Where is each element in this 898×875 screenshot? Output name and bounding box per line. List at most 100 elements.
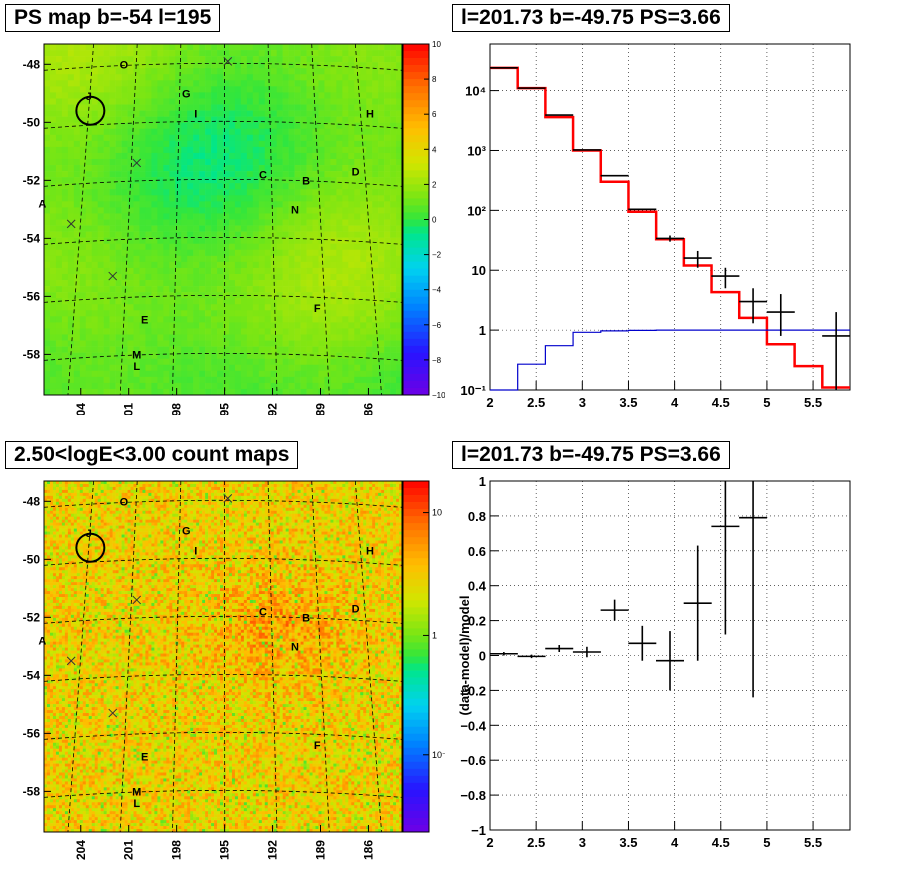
map-pixel — [360, 213, 367, 220]
map-pixel — [360, 68, 367, 75]
map-pixel — [300, 346, 307, 353]
map-pixel — [288, 56, 295, 63]
map-pixel — [234, 165, 242, 172]
map-pixel — [103, 310, 110, 317]
map-pixel — [205, 213, 212, 220]
map-pixel — [157, 140, 164, 148]
map-pixel — [369, 495, 373, 500]
map-pixel — [46, 504, 51, 509]
map-pixel — [127, 152, 134, 160]
map-pixel — [181, 255, 188, 263]
map-pixel — [223, 237, 230, 245]
map-pixel — [366, 328, 373, 335]
map-pixel — [381, 498, 385, 503]
map-pixel — [273, 489, 277, 494]
map-pixel — [240, 322, 248, 329]
map-pixel — [55, 292, 63, 299]
map-pixel — [252, 364, 260, 372]
map-pixel — [142, 492, 146, 497]
map-pixel — [366, 189, 373, 196]
map-pixel — [217, 388, 224, 396]
map-pixel — [228, 510, 233, 515]
map-pixel — [139, 68, 146, 75]
map-pixel — [67, 486, 72, 491]
map-pixel — [97, 298, 104, 305]
map-pixel — [91, 177, 98, 184]
map-pixel — [70, 483, 75, 488]
map-pixel — [91, 304, 98, 311]
map-pixel — [145, 56, 152, 63]
map-pixel — [288, 207, 295, 214]
map-pixel — [252, 495, 257, 500]
map-pixel — [145, 62, 152, 69]
map-pixel — [67, 110, 75, 117]
map-pixel — [288, 298, 295, 305]
map-pixel — [151, 255, 158, 263]
map-pixel — [294, 273, 301, 281]
map-pixel — [267, 501, 272, 506]
map-pixel — [387, 498, 391, 503]
map-pixel — [390, 346, 397, 353]
map-pixel — [264, 231, 272, 238]
map-pixel — [297, 489, 301, 494]
map-pixel — [396, 486, 400, 491]
map-pixel — [44, 346, 51, 353]
map-pixel — [306, 255, 313, 263]
map-pixel — [312, 140, 319, 148]
map-pixel — [348, 286, 355, 293]
map-pixel — [324, 510, 328, 515]
map-pixel — [384, 171, 391, 178]
map-pixel — [276, 273, 283, 281]
map-pixel — [49, 189, 57, 196]
map-pixel — [252, 243, 260, 251]
map-pixel — [360, 171, 367, 178]
map-pixel — [205, 322, 212, 329]
map-pixel — [109, 231, 116, 238]
map-pixel — [300, 492, 304, 497]
map-pixel — [240, 62, 248, 69]
map-pixel — [44, 225, 51, 232]
map-pixel — [67, 298, 75, 305]
map-pixel — [97, 495, 101, 500]
map-pixel — [348, 328, 355, 335]
map-pixel — [79, 261, 87, 269]
map-pixel — [378, 304, 385, 311]
map-pixel — [127, 483, 131, 488]
map-pixel — [217, 267, 224, 275]
map-pixel — [354, 225, 361, 232]
map-pixel — [91, 504, 96, 509]
map-pixel — [103, 489, 107, 494]
map-pixel — [67, 501, 72, 506]
map-pixel — [223, 177, 230, 184]
map-pixel — [151, 481, 155, 485]
map-pixel — [351, 495, 355, 500]
map-pixel — [187, 152, 194, 160]
map-pixel — [348, 225, 355, 232]
map-pixel — [396, 298, 403, 305]
map-pixel — [97, 68, 104, 75]
map-pixel — [288, 382, 295, 390]
map-pixel — [294, 243, 301, 251]
map-pixel — [279, 507, 283, 512]
map-pixel — [282, 207, 289, 214]
map-pixel — [276, 177, 283, 184]
map-pixel — [393, 507, 397, 512]
map-pixel — [378, 322, 385, 329]
map-pixel — [234, 481, 239, 485]
map-pixel — [270, 189, 277, 196]
map-pixel — [166, 510, 170, 515]
map-pixel — [85, 346, 93, 353]
map-pixel — [270, 104, 277, 111]
map-pixel — [288, 280, 295, 287]
map-pixel — [91, 255, 98, 263]
map-pixel — [121, 370, 128, 378]
map-pixel — [178, 481, 182, 485]
map-pixel — [384, 358, 391, 366]
map-pixel — [181, 492, 185, 497]
map-pixel — [294, 489, 298, 494]
map-pixel — [366, 140, 373, 148]
map-pixel — [127, 510, 131, 515]
map-pixel — [85, 110, 93, 117]
map-pixel — [282, 243, 289, 251]
map-pixel — [252, 237, 260, 245]
